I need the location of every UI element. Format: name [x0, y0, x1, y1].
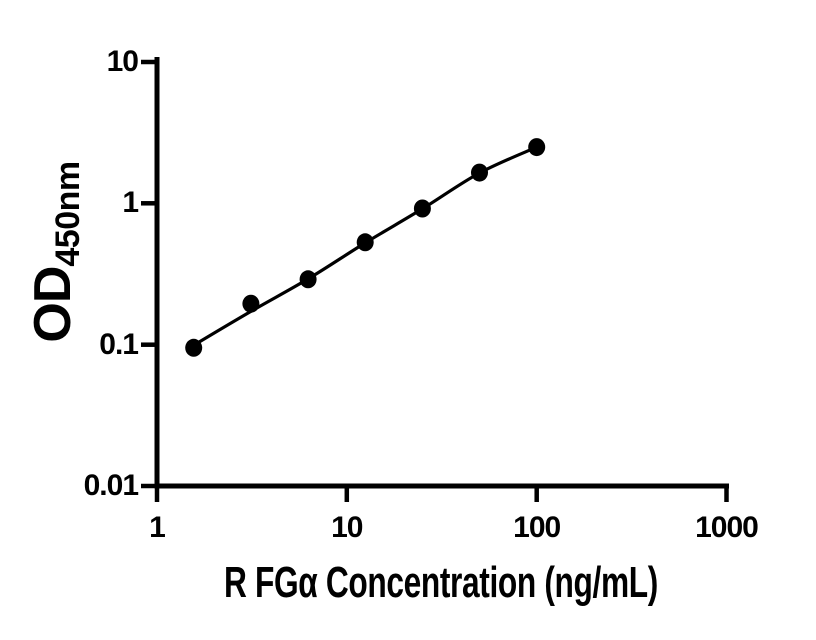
data-point	[413, 199, 431, 218]
y-axis-title-subscript: 450nm	[49, 161, 87, 267]
data-point	[185, 338, 203, 357]
y-tick-label: 1	[122, 186, 139, 220]
y-tick-label: 10	[106, 45, 139, 78]
x-tick-label: 1	[149, 511, 166, 544]
y-tick-label: 0.01	[83, 469, 139, 502]
y-tick-label: 0.1	[99, 327, 139, 361]
data-point	[471, 163, 488, 182]
x-tick-label: 1000	[695, 511, 759, 544]
x-tick-label: 100	[513, 511, 561, 544]
y-axis-title-main: OD	[24, 266, 82, 343]
data-point	[242, 294, 260, 313]
x-axis-title: R FGα Concentration (ng/mL)	[224, 558, 658, 607]
data-point	[356, 233, 374, 252]
y-axis-title: OD450nm	[24, 102, 87, 402]
data-point	[528, 138, 546, 157]
x-tick-label: 10	[331, 511, 363, 544]
data-point	[299, 270, 317, 289]
